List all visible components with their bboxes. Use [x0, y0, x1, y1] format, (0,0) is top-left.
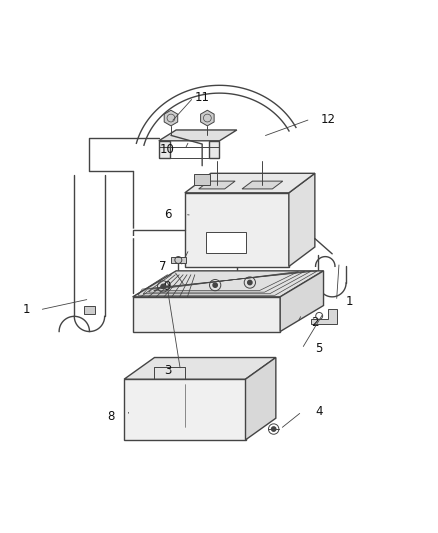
Polygon shape	[198, 181, 235, 189]
Polygon shape	[206, 232, 245, 254]
Text: 5: 5	[315, 342, 322, 356]
Text: 12: 12	[320, 112, 335, 126]
Polygon shape	[241, 181, 282, 189]
Polygon shape	[124, 379, 245, 440]
Text: 1: 1	[345, 295, 353, 308]
Polygon shape	[208, 141, 219, 158]
Text: 1: 1	[23, 303, 30, 317]
Text: 7: 7	[159, 260, 166, 273]
Polygon shape	[184, 193, 288, 266]
Polygon shape	[124, 358, 275, 379]
Polygon shape	[159, 130, 236, 141]
Polygon shape	[84, 305, 95, 314]
Text: 2: 2	[311, 317, 318, 329]
Polygon shape	[245, 358, 275, 440]
Text: 8: 8	[107, 409, 115, 423]
Polygon shape	[279, 271, 323, 332]
Polygon shape	[184, 173, 314, 193]
Polygon shape	[200, 110, 214, 126]
Polygon shape	[133, 297, 279, 332]
Circle shape	[247, 280, 251, 285]
Text: 4: 4	[315, 405, 322, 418]
Text: 11: 11	[194, 91, 209, 104]
Text: 9: 9	[163, 279, 171, 293]
Polygon shape	[194, 174, 209, 185]
Polygon shape	[170, 257, 186, 263]
Text: 10: 10	[160, 143, 174, 156]
Polygon shape	[133, 271, 323, 297]
Circle shape	[161, 284, 165, 288]
Circle shape	[271, 427, 275, 431]
Polygon shape	[159, 141, 169, 158]
Circle shape	[212, 283, 217, 287]
Text: 6: 6	[163, 208, 171, 221]
Text: 3: 3	[163, 364, 171, 377]
Polygon shape	[164, 110, 177, 126]
Polygon shape	[288, 173, 314, 266]
Polygon shape	[310, 309, 336, 324]
